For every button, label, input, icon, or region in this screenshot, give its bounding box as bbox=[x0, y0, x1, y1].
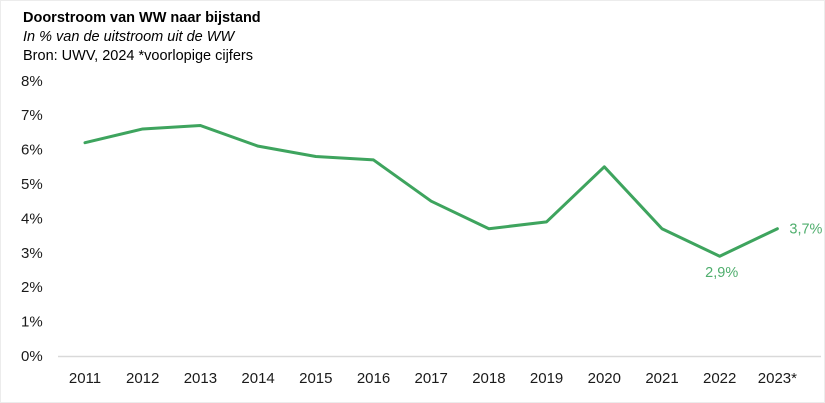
chart-subtitle: In % van de uitstroom uit de WW bbox=[23, 29, 235, 45]
y-tick-label: 6% bbox=[21, 142, 43, 159]
x-tick-label: 2022 bbox=[703, 370, 736, 387]
x-tick-label: 2016 bbox=[357, 370, 390, 387]
data-label: 2,9% bbox=[705, 265, 738, 281]
y-tick-label: 5% bbox=[21, 176, 43, 193]
chart-title: Doorstroom van WW naar bijstand bbox=[23, 10, 261, 26]
y-tick-label: 3% bbox=[21, 245, 43, 262]
x-tick-label: 2014 bbox=[241, 370, 274, 387]
data-label: 3,7% bbox=[789, 222, 822, 238]
x-tick-label: 2018 bbox=[472, 370, 505, 387]
x-tick-label: 2012 bbox=[126, 370, 159, 387]
x-tick-label: 2013 bbox=[184, 370, 217, 387]
chart-source: Bron: UWV, 2024 *voorlopige cijfers bbox=[23, 48, 253, 64]
x-tick-label: 2019 bbox=[530, 370, 563, 387]
x-tick-label: 2020 bbox=[588, 370, 621, 387]
y-tick-label: 4% bbox=[21, 210, 43, 227]
chart-header: Doorstroom van WW naar bijstand In % van… bbox=[23, 9, 261, 66]
y-tick-label: 8% bbox=[21, 73, 43, 90]
y-tick-label: 2% bbox=[21, 279, 43, 296]
x-tick-label: 2021 bbox=[645, 370, 678, 387]
y-tick-label: 1% bbox=[21, 314, 43, 331]
x-tick-label: 2011 bbox=[69, 370, 101, 387]
y-tick-label: 7% bbox=[21, 107, 43, 124]
trend-line bbox=[83, 124, 779, 258]
x-tick-label: 2015 bbox=[299, 370, 332, 387]
x-tick-label: 2017 bbox=[415, 370, 448, 387]
y-tick-label: 0% bbox=[21, 348, 43, 365]
x-tick-label: 2023* bbox=[758, 370, 797, 387]
